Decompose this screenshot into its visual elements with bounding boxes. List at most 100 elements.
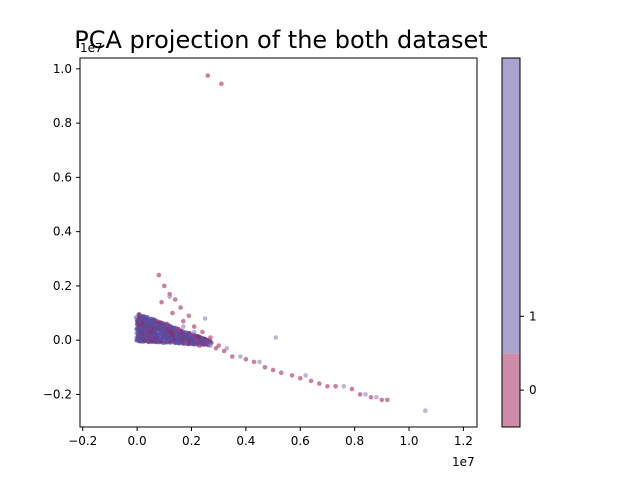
colorbar-segment-0 (502, 353, 520, 427)
scatter-point-class-0 (208, 335, 213, 340)
scatter-point-class-1 (374, 394, 379, 400)
scatter-point-class-0 (191, 324, 197, 329)
scatter-point-class-0 (368, 394, 374, 400)
scatter-point-class-1 (181, 324, 186, 329)
scatter-point-class-0 (194, 337, 200, 343)
colorbar: 01 (501, 57, 537, 428)
cluster-point (134, 338, 139, 343)
scatter-point-class-0 (197, 343, 202, 348)
scatter-point-class-1 (208, 343, 213, 348)
cluster-point (149, 316, 154, 322)
cluster-point (139, 314, 144, 319)
cluster-point (135, 327, 141, 332)
cluster-point (160, 322, 165, 327)
scatter-point-class-0 (349, 386, 355, 392)
scatter-point-class-0 (251, 359, 257, 365)
scatter-point-class-0 (216, 343, 221, 348)
x-tick-label: 1.2 (454, 434, 473, 448)
colorbar-tick-label: 0 (529, 383, 537, 397)
scatter-point-class-0 (172, 297, 178, 302)
cluster-point (199, 337, 205, 342)
scatter-point-class-0 (333, 384, 338, 389)
scatter-points (133, 73, 428, 414)
scatter-point-class-0 (325, 384, 330, 389)
scatter-point-class-0 (379, 397, 385, 403)
cluster-point (137, 322, 142, 328)
y-axis-ticks: −0.2 0.0 0.2 0.4 0.6 0.8 1.0 (43, 62, 80, 401)
x-tick-label: 0.0 (128, 434, 147, 448)
cluster-point (146, 326, 151, 331)
cluster-point (169, 332, 174, 338)
scatter-point-class-0 (178, 305, 183, 310)
scatter-point-class-0 (308, 378, 314, 384)
y-tick-label: 0.0 (53, 333, 72, 347)
scatter-point-class-0 (230, 354, 235, 359)
x-tick-label: 0.6 (291, 434, 310, 448)
scatter-point-class-0 (170, 310, 175, 316)
scatter-point-class-0 (357, 392, 363, 397)
colorbar-frame (501, 57, 521, 428)
scatter-point-class-0 (317, 381, 322, 386)
x-axis-ticks: −0.2 0.0 0.2 0.4 0.6 0.8 1.0 1.2 (68, 427, 473, 448)
cluster-point (175, 330, 180, 335)
cluster-point (153, 328, 158, 333)
scatter-point-class-0 (162, 283, 167, 289)
scatter-point-class-0 (181, 318, 186, 324)
scatter-point-class-1 (273, 335, 279, 340)
y-tick-label: −0.2 (43, 387, 72, 401)
scatter-point-class-0 (219, 81, 224, 87)
cluster-point (160, 332, 165, 337)
scatter-point-class-0 (205, 73, 211, 78)
scatter-point-class-0 (200, 329, 205, 335)
scatter-point-class-1 (238, 354, 243, 359)
cluster-point (142, 335, 148, 340)
x-offset-label: 1e7 (452, 455, 475, 469)
y-tick-label: 0.2 (53, 279, 72, 293)
scatter-point-class-1 (191, 329, 197, 335)
colorbar-segment-1 (502, 58, 520, 354)
scatter-point-class-0 (175, 327, 181, 332)
chart-title: PCA projection of the both dataset (74, 26, 487, 54)
scatter-point-class-0 (385, 397, 390, 403)
cluster-point (149, 335, 155, 341)
y-tick-label: 1.0 (53, 62, 72, 76)
cluster-point (145, 315, 150, 320)
cluster-point (134, 331, 139, 336)
scatter-point-class-0 (156, 272, 162, 278)
scatter-point-class-1 (423, 408, 428, 414)
x-tick-label: 0.4 (236, 434, 255, 448)
y-tick-label: 0.4 (53, 225, 72, 239)
scatter-point-class-1 (257, 359, 262, 365)
x-tick-label: 1.0 (399, 434, 418, 448)
scatter-point-class-1 (224, 346, 230, 351)
scatter-point-class-0 (262, 365, 268, 370)
cluster-point (139, 334, 144, 339)
scatter-point-class-0 (278, 370, 284, 376)
cluster-point (176, 334, 181, 339)
cluster-point (166, 338, 171, 343)
scatter-point-class-0 (159, 299, 164, 305)
y-tick-label: 0.8 (53, 116, 72, 130)
cluster-point (185, 330, 191, 336)
cluster-point (138, 339, 143, 344)
cluster-point (156, 326, 162, 331)
scatter-point-class-0 (298, 375, 303, 381)
scatter-point-class-0 (183, 340, 189, 346)
cluster-point (196, 334, 201, 339)
cluster-point (145, 321, 150, 326)
scatter-point-class-1 (167, 294, 172, 300)
y-offset-label: 1e7 (80, 41, 103, 55)
scatter-point-class-1 (303, 373, 309, 378)
x-tick-label: −0.2 (68, 434, 97, 448)
axes-frame (79, 57, 478, 428)
cluster-point (190, 337, 195, 342)
scatter-point-class-0 (243, 356, 249, 362)
cluster-point (139, 327, 144, 333)
scatter-point-class-0 (270, 367, 276, 373)
cluster-point (152, 320, 157, 325)
scatter-point-class-0 (164, 321, 170, 327)
y-tick-label: 0.6 (53, 170, 72, 184)
cluster-point (154, 333, 159, 338)
scatter-point-class-1 (341, 384, 347, 389)
